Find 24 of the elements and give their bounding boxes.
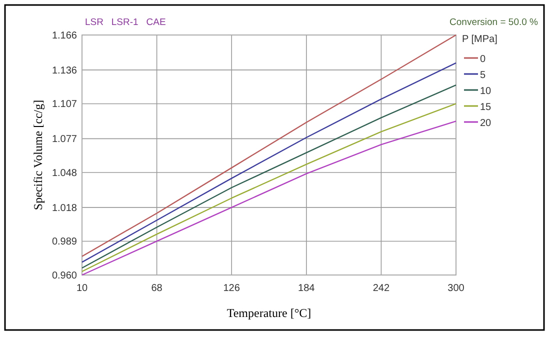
- legend-label: 0: [480, 54, 486, 65]
- text: LSR LSR-1 CAE: [85, 17, 166, 28]
- legend-label: 15: [480, 102, 492, 113]
- text: Conversion = 50.0 %: [450, 17, 539, 28]
- x-axis-title: Temperature [°C]: [226, 306, 312, 320]
- x-tick-label: 242: [372, 283, 390, 294]
- y-tick-label: 1.048: [52, 168, 78, 179]
- y-axis-title: Specific Volume [cc/g]: [31, 100, 45, 210]
- legend-title: P [MPa]: [462, 34, 498, 45]
- x-tick-label: 300: [448, 283, 465, 294]
- legend-label: 10: [480, 86, 492, 97]
- y-tick-label: 1.107: [52, 99, 78, 110]
- x-tick-label: 10: [76, 283, 88, 294]
- y-tick-label: 1.077: [52, 134, 78, 146]
- y-tick-label: 1.136: [52, 65, 78, 76]
- x-tick-label: 68: [151, 283, 163, 294]
- y-tick-label: 0.989: [52, 236, 78, 248]
- y-tick-label: 0.960: [52, 270, 78, 282]
- x-tick-label: 184: [298, 283, 316, 294]
- y-tick-label: 1.166: [52, 30, 78, 42]
- legend-label: 20: [480, 118, 492, 129]
- legend-label: 5: [480, 70, 486, 81]
- y-tick-label: 1.018: [52, 202, 78, 214]
- x-tick-label: 126: [223, 283, 240, 294]
